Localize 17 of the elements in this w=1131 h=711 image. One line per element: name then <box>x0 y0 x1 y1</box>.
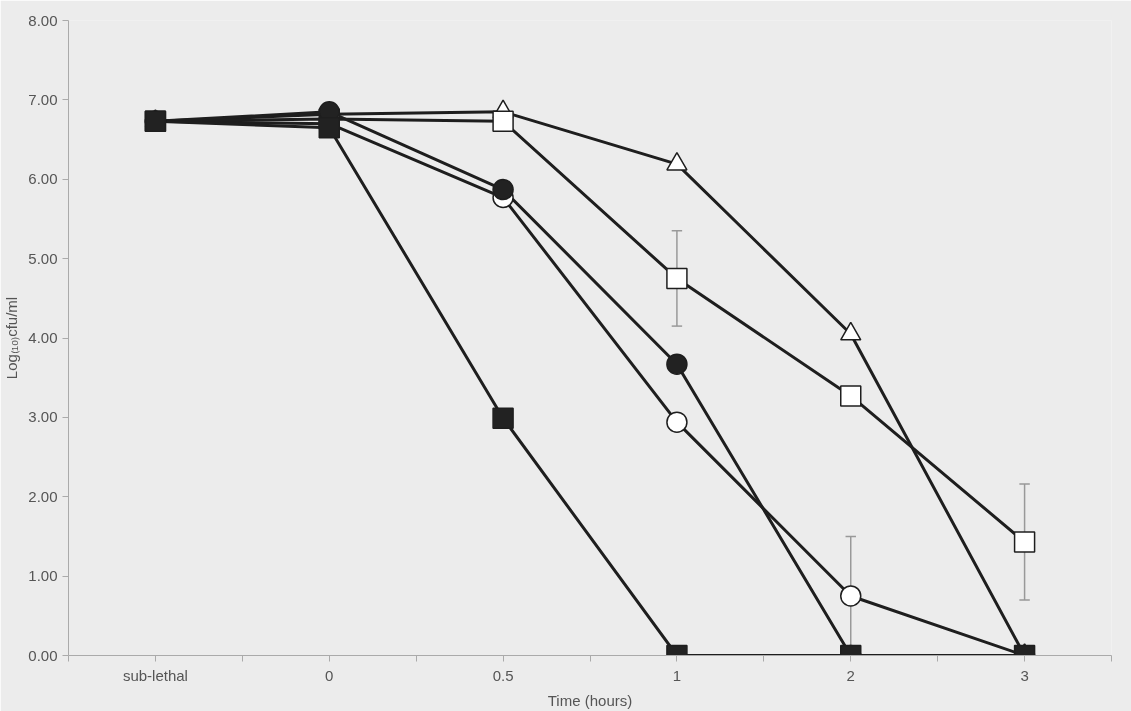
y-tick-label: 3.00 <box>28 408 58 426</box>
y-tick-label: 1.00 <box>28 567 58 585</box>
y-tick-label: 6.00 <box>28 170 58 188</box>
y-tick-label: 5.00 <box>28 249 58 267</box>
y-axis-title: Log₍₁₀₎cfu/ml <box>3 296 21 380</box>
y-tick-label: 2.00 <box>28 487 58 505</box>
x-tick-label: 0 <box>325 666 334 684</box>
y-tick-label: 4.00 <box>28 329 58 346</box>
x-tick-label: 0.5 <box>492 666 514 684</box>
x-tick-label: 1 <box>672 666 682 684</box>
y-tick-label: 7.00 <box>28 90 58 108</box>
x-tick-label: 2 <box>846 666 855 684</box>
y-tick-label: 8.00 <box>28 11 58 29</box>
x-tick-label: 3 <box>1020 666 1029 684</box>
y-tick-label: 0.00 <box>28 646 58 664</box>
x-axis-title: Time (hours) <box>547 691 633 709</box>
x-tick-label: sub-lethal <box>122 666 188 684</box>
